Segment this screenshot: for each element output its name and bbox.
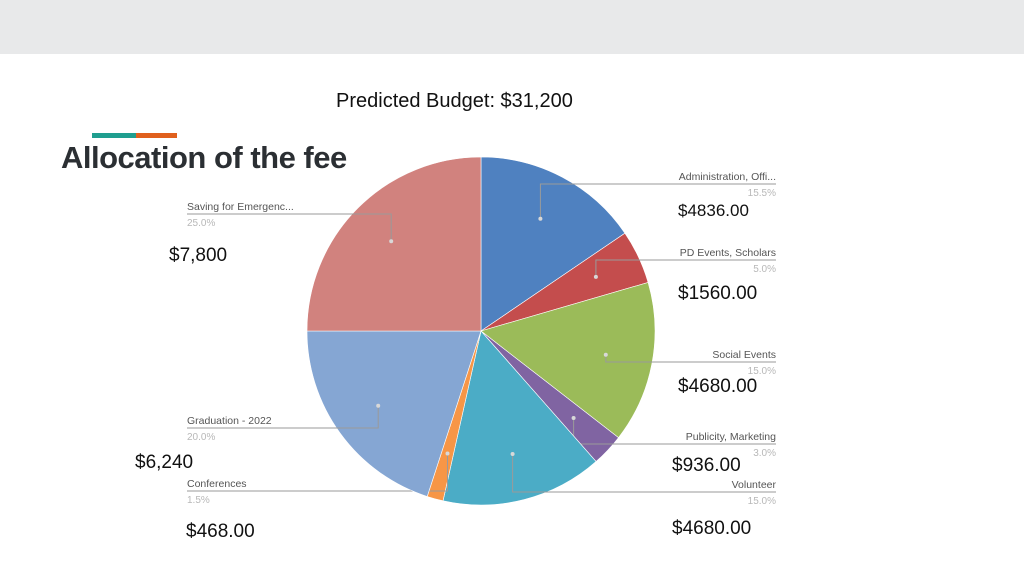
leader-line-5 [187, 453, 448, 492]
leader-dot-0 [538, 216, 543, 221]
pie-slice-7 [306, 156, 482, 332]
amount-conferences: $468.00 [186, 521, 255, 542]
slice-percent-0: 15.5% [748, 188, 776, 199]
leader-line-4 [512, 454, 776, 493]
amount-graduation: $6,240 [135, 452, 194, 473]
leader-dot-3 [571, 416, 576, 420]
slice-percent-1: 5.0% [753, 264, 776, 275]
slice-percent-4: 15.0% [748, 496, 776, 507]
predicted-budget-subtitle: Predicted Budget: $31,200 [336, 90, 573, 112]
slice-percent-6: 20.0% [187, 432, 215, 443]
slice-label-0: Administration, Offi... [679, 171, 776, 183]
slice-percent-2: 15.0% [748, 366, 776, 377]
leader-line-7 [187, 213, 392, 242]
slice-label-3: Publicity, Marketing [686, 431, 776, 443]
slice-label-7: Saving for Emergenc... [187, 201, 294, 213]
slice-label-4: Volunteer [732, 479, 777, 491]
leader-line-0 [539, 183, 776, 219]
leader-dot-2 [603, 352, 608, 357]
leader-line-6 [187, 405, 379, 429]
leader-dot-7 [389, 239, 394, 244]
leader-line-2 [605, 354, 776, 363]
amount-volunteer: $4680.00 [672, 518, 752, 539]
slice-percent-7: 25.0% [187, 218, 215, 229]
slice-percent-5: 1.5% [187, 495, 210, 506]
top-band [0, 0, 1024, 54]
pie-slice-0 [480, 156, 626, 332]
page-title: Allocation of the fee [61, 140, 347, 175]
pie-slice-6 [306, 330, 482, 497]
slice-label-6: Graduation - 2022 [187, 415, 272, 427]
amount-pd-events: $1560.00 [678, 283, 758, 304]
leader-line-1 [595, 259, 776, 277]
pie-slice-2 [480, 282, 656, 439]
title-accent-orange [136, 133, 177, 138]
amount-publicity: $936.00 [672, 455, 741, 476]
slice-label-2: Social Events [712, 349, 776, 361]
amount-administration: $4836.00 [678, 201, 749, 220]
leader-dot-6 [376, 403, 381, 408]
amount-emergency-savings: $7,800 [169, 245, 228, 266]
leader-dot-1 [593, 274, 598, 279]
slice-label-1: PD Events, Scholars [680, 247, 776, 259]
leader-dot-5 [445, 451, 450, 456]
pie-slice-4 [442, 330, 597, 506]
slice-label-5: Conferences [187, 478, 247, 490]
amount-social-events: $4680.00 [678, 376, 758, 397]
slice-percent-3: 3.0% [753, 448, 776, 459]
leader-dot-4 [510, 452, 515, 456]
title-accent-teal [92, 133, 136, 138]
